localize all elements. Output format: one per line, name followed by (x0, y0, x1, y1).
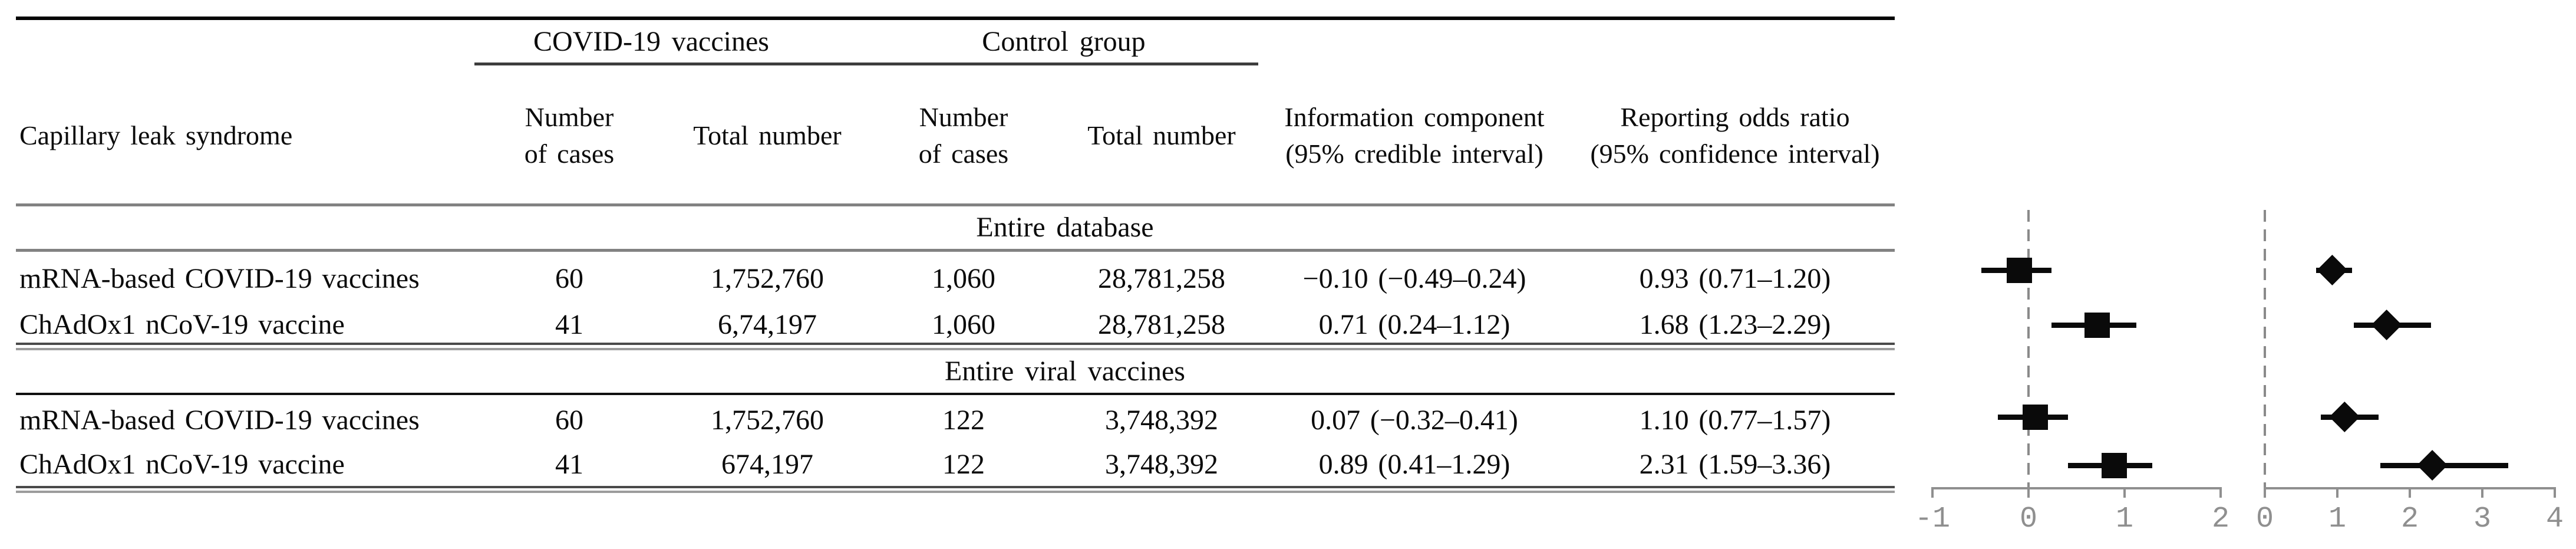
section2-title-rule (16, 393, 1895, 395)
row-vaccine-total: 1,752,760 (711, 404, 824, 436)
axis-tick (2123, 487, 2126, 498)
row-vaccine-cases: 41 (555, 308, 583, 340)
section-title-entire-database: Entire database (976, 211, 1154, 243)
table-row: mRNA-based COVID-19 vaccines 60 1,752,76… (0, 252, 1915, 304)
axis-tick-label: 0 (2255, 502, 2274, 536)
axis-tick-label: 4 (2545, 502, 2564, 536)
row-name: ChAdOx1 nCoV-19 vaccine (19, 308, 345, 340)
axis-tick (2336, 487, 2338, 498)
section1-bottom-double-rule-gray (16, 348, 1895, 350)
point-marker-square (2084, 313, 2110, 338)
section1-title-rule (16, 249, 1895, 252)
table-row: ChAdOx1 nCoV-19 vaccine 41 6,74,197 1,06… (0, 302, 1915, 347)
group-header-covid-vaccines: COVID-19 vaccines (533, 25, 769, 57)
column-header-line: Capillary leak syndrome (19, 120, 293, 150)
column-header-line: Reporting odds ratio (1620, 102, 1850, 132)
row-control-cases: 122 (942, 448, 985, 480)
point-marker-diamond (2329, 402, 2360, 432)
column-header-reporting-odds-ratio: Reporting odds ratio (95% confidence int… (1570, 70, 1900, 202)
row-control-cases: 1,060 (932, 262, 995, 294)
axis-tick-label: 1 (2115, 502, 2133, 536)
section1-bottom-double-rule-dark (16, 343, 1895, 345)
row-vaccine-total: 6,74,197 (718, 308, 817, 340)
table-bottom-double-rule-dark (16, 486, 1895, 488)
table-row: mRNA-based COVID-19 vaccines 60 1,752,76… (0, 396, 1915, 443)
row-vaccine-cases: 60 (555, 404, 583, 436)
row-reporting-odds-ratio: 0.93 (0.71–1.20) (1639, 262, 1831, 294)
column-header-control-number-of-cases: Number of cases (893, 70, 1034, 202)
axis-tick (2481, 487, 2483, 498)
header-bottom-rule (16, 203, 1895, 206)
row-vaccine-cases: 60 (555, 262, 583, 294)
point-marker-square (2023, 405, 2049, 430)
axis-tick (2027, 487, 2030, 498)
x-axis (1931, 487, 2222, 489)
row-control-cases: 1,060 (932, 308, 995, 340)
point-marker-diamond (2371, 310, 2402, 340)
column-header-line: of cases (524, 139, 615, 169)
row-vaccine-total: 1,752,760 (711, 262, 824, 294)
table-row: ChAdOx1 nCoV-19 vaccine 41 674,197 122 3… (0, 441, 1915, 487)
row-information-component: 0.71 (0.24–1.12) (1318, 308, 1510, 340)
column-header-vaccine-number-of-cases: Number of cases (499, 70, 640, 202)
column-header-line: Number (919, 102, 1008, 132)
row-information-component: −0.10 (−0.49–0.24) (1302, 262, 1526, 294)
row-information-component: 0.07 (−0.32–0.41) (1311, 404, 1518, 436)
row-name: mRNA-based COVID-19 vaccines (19, 404, 420, 436)
row-name: mRNA-based COVID-19 vaccines (19, 262, 420, 294)
axis-tick-label: -1 (1914, 502, 1950, 536)
column-header-capillary-leak-syndrome: Capillary leak syndrome (19, 70, 467, 202)
column-header-line: (95% confidence interval) (1590, 139, 1880, 169)
column-header-line: Number (525, 102, 614, 132)
row-control-total: 28,781,258 (1098, 308, 1225, 340)
column-header-line: Total number (1087, 120, 1236, 150)
column-header-line: Total number (693, 120, 842, 150)
section-title-entire-viral-vaccines: Entire viral vaccines (945, 355, 1185, 387)
row-reporting-odds-ratio: 1.10 (0.77–1.57) (1639, 404, 1831, 436)
row-information-component: 0.89 (0.41–1.29) (1318, 448, 1510, 480)
row-vaccine-cases: 41 (555, 448, 583, 480)
column-header-line: of cases (918, 139, 1009, 169)
row-control-cases: 122 (942, 404, 985, 436)
row-vaccine-total: 674,197 (721, 448, 813, 480)
axis-tick-label: 0 (2019, 502, 2037, 536)
axis-tick-label: 3 (2473, 502, 2491, 536)
axis-tick (2219, 487, 2222, 498)
reference-line (2264, 210, 2266, 487)
point-marker-square (2102, 453, 2128, 478)
column-header-control-total-number: Total number (1056, 70, 1268, 202)
row-reporting-odds-ratio: 2.31 (1.59–3.36) (1639, 448, 1831, 480)
column-header-line: Information component (1284, 102, 1545, 132)
axis-tick (2264, 487, 2266, 498)
point-marker-square (2006, 258, 2032, 283)
axis-tick (1931, 487, 1934, 498)
group-header-control-group: Control group (982, 25, 1146, 57)
row-name: ChAdOx1 nCoV-19 vaccine (19, 448, 345, 480)
reference-line (2027, 210, 2030, 487)
column-header-line: (95% credible interval) (1285, 139, 1543, 169)
axis-tick (2554, 487, 2556, 498)
axis-tick-label: 2 (2400, 502, 2419, 536)
row-control-total: 28,781,258 (1098, 262, 1225, 294)
point-marker-diamond (2317, 255, 2348, 285)
row-control-total: 3,748,392 (1105, 404, 1218, 436)
column-header-information-component: Information component (95% credible inte… (1261, 70, 1568, 202)
group-header-underline (474, 63, 1258, 65)
axis-tick (2409, 487, 2411, 498)
axis-tick-label: 2 (2211, 502, 2229, 536)
axis-tick-label: 1 (2328, 502, 2346, 536)
column-header-vaccine-total-number: Total number (661, 70, 873, 202)
row-control-total: 3,748,392 (1105, 448, 1218, 480)
point-marker-diamond (2417, 450, 2448, 481)
row-reporting-odds-ratio: 1.68 (1.23–2.29) (1639, 308, 1831, 340)
table-bottom-double-rule-gray (16, 491, 1895, 493)
table-top-rule (16, 17, 1895, 20)
